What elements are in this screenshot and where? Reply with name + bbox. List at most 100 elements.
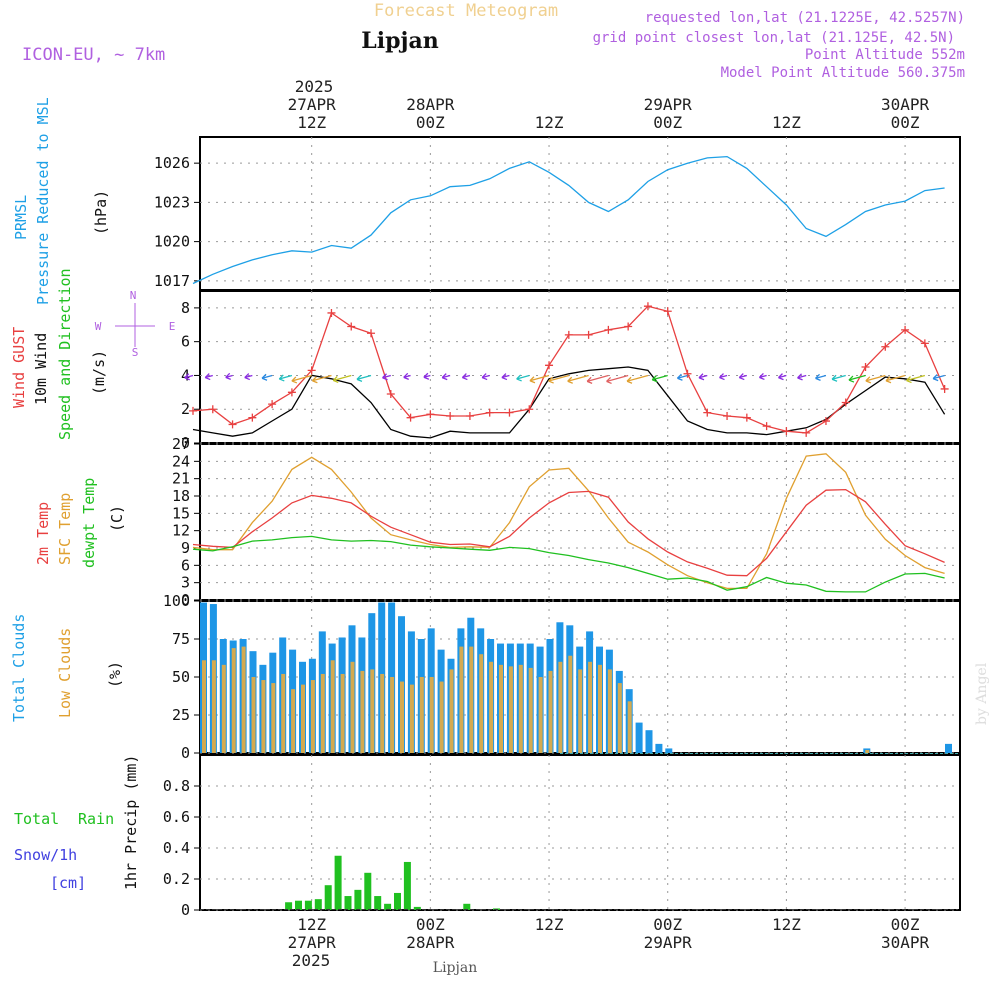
low-cloud-bar: [429, 677, 434, 753]
gust-marker: [742, 413, 751, 422]
wind-unit: (m/s): [90, 350, 108, 395]
cm-label: [cm]: [50, 874, 86, 892]
wind-arrowhead: [848, 375, 855, 383]
total-cloud-bar: [665, 748, 673, 753]
wind-arrowhead: [481, 373, 488, 381]
clouds-ytick-label: 50: [172, 668, 190, 686]
wind-arrow: [382, 374, 391, 379]
temp-ytick-label: 18: [172, 487, 190, 505]
pressure-ytick-label: 1026: [154, 154, 190, 172]
gust-marker: [940, 384, 949, 393]
wind-arrowhead: [356, 374, 363, 382]
bottom-date-label: 27APR: [288, 933, 337, 952]
low-cloud-bar: [607, 669, 612, 753]
temp-ytick-label: 3: [181, 574, 190, 592]
gust-marker: [703, 408, 712, 417]
wind-arrowhead: [719, 373, 725, 381]
clouds-ytick-label: 75: [172, 630, 190, 648]
gust-marker: [723, 411, 732, 420]
gust-marker: [683, 369, 692, 378]
compass-icon: N W E S: [95, 289, 176, 359]
precip-bar: [285, 902, 293, 910]
model-label: ICON-EU, ~ 7km: [22, 45, 165, 65]
low-cloud-bar: [865, 749, 870, 753]
bottom-location: Lipjan: [433, 960, 477, 976]
precip-bar: [394, 892, 401, 910]
precip-bar: [354, 889, 362, 910]
top-year: 2025: [295, 77, 334, 96]
top-time-label: 00Z: [653, 113, 682, 132]
wind-arrowhead: [885, 376, 892, 384]
requested-coords: requested lon,lat (21.1225E, 42.5257N): [645, 10, 965, 26]
precip-ytick-label: 0.6: [163, 808, 190, 826]
location-title: Lipjan: [361, 28, 438, 54]
compass-n: N: [130, 289, 137, 302]
top-date-label: 27APR: [288, 95, 337, 114]
gust-marker: [624, 322, 633, 331]
compass-s: S: [132, 346, 139, 359]
gust-label: Wind GUST: [10, 327, 28, 408]
bottom-time-label: 12Z: [297, 915, 326, 934]
wind10m-label: 10m Wind: [32, 333, 50, 405]
wind-ytick-label: 4: [181, 366, 190, 384]
gust-marker: [920, 339, 929, 348]
gust-marker: [228, 420, 237, 429]
wind-arrowhead: [204, 373, 211, 381]
low-cloud-bar: [380, 673, 385, 753]
compass-e: E: [169, 320, 176, 333]
wind-speed-line: [192, 366, 946, 439]
precip-ytick-label: 0.2: [163, 870, 190, 888]
low-cloud-bar: [558, 661, 563, 753]
low-cloud-bar: [617, 683, 622, 753]
low-cloud-bar: [301, 684, 305, 753]
wind-arrow: [548, 374, 569, 382]
wind-arrow: [516, 374, 530, 380]
t2m-label: 2m Temp: [34, 502, 52, 565]
chart-title: Forecast Meteogram: [374, 1, 558, 21]
low-cloud-bar: [459, 646, 464, 753]
wind-arrow: [261, 374, 273, 379]
wind-arrow: [279, 374, 293, 380]
total-cloud-bar: [945, 743, 952, 753]
wind-arrow: [932, 374, 945, 380]
low-clouds-label: Low Clouds: [56, 628, 74, 718]
wind-arrow: [312, 374, 332, 382]
low-cloud-bar: [202, 660, 206, 753]
wind-arrowhead: [403, 372, 409, 380]
wind-arrow: [333, 374, 352, 382]
wind-arrow: [677, 374, 688, 379]
bottom-time-label: 00Z: [891, 915, 920, 934]
wind-arrowhead: [441, 373, 448, 381]
wind-arrow: [567, 374, 589, 382]
bottom-time-label: 12Z: [772, 915, 801, 934]
wind-arrowhead: [626, 376, 633, 384]
wind-arrow: [291, 374, 312, 382]
total-clouds-label: Total Clouds: [10, 614, 28, 722]
top-date-label: 30APR: [881, 95, 930, 114]
wind-arrowhead: [651, 375, 658, 383]
wind-arrow: [442, 374, 451, 379]
wind-arrow: [848, 374, 866, 381]
low-cloud-bar: [489, 661, 494, 753]
precip-bar: [463, 903, 471, 910]
wind-arrowhead: [698, 373, 705, 381]
panel-frames: 1017102010231026024680369121518212427025…: [154, 136, 961, 919]
wind-arrowhead: [548, 376, 554, 384]
gust-marker: [307, 366, 316, 375]
gust-marker: [426, 410, 435, 419]
gust-marker: [762, 422, 771, 431]
total-cloud-bar: [645, 730, 653, 753]
wind-arrowhead: [567, 376, 573, 384]
low-cloud-bar: [400, 681, 404, 753]
precip-ytick-label: 0.4: [163, 839, 190, 857]
precip-bar: [304, 900, 312, 910]
precip-unit: 1hr Precip (mm): [122, 755, 140, 890]
gust-marker: [802, 428, 811, 437]
wind-arrow: [865, 374, 886, 382]
precip-bar: [413, 906, 421, 910]
low-cloud-bar: [231, 648, 236, 753]
top-date-label: 28APR: [406, 95, 455, 114]
wind-arrowhead: [332, 375, 339, 384]
